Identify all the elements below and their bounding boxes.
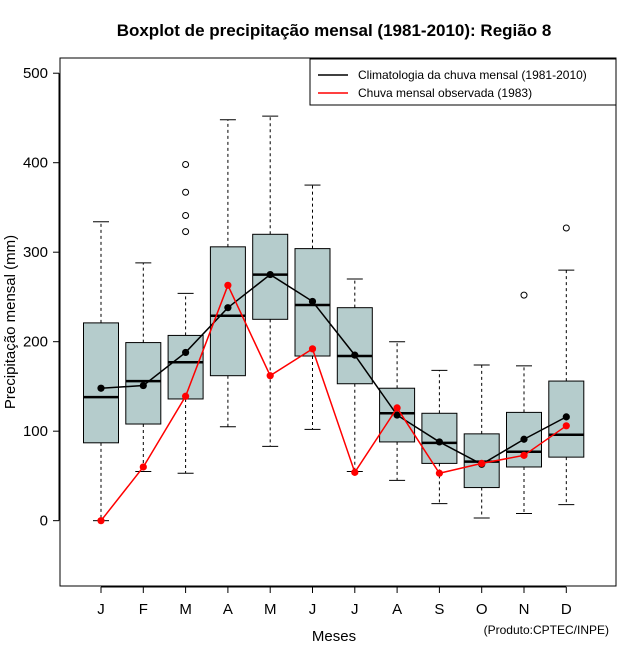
series-point: [182, 392, 190, 400]
x-tick-label: M: [264, 601, 277, 618]
box-5: [252, 115, 289, 447]
series-line: [100, 273, 567, 466]
series-point: [478, 459, 486, 467]
legend-label-observed: Chuva mensal observada (1983): [358, 86, 532, 100]
y-tick-label: 100: [23, 423, 48, 440]
series-line: [100, 283, 567, 522]
series-point: [97, 384, 105, 392]
x-tick-label: N: [519, 601, 530, 618]
outlier-point: [182, 212, 190, 220]
series-point: [308, 345, 317, 353]
boxes-layer: [83, 115, 585, 522]
box-10: [463, 364, 500, 519]
series-point: [393, 404, 401, 412]
y-tick-label: 300: [23, 244, 48, 261]
x-tick-label: S: [434, 601, 444, 618]
series-point: [393, 411, 401, 419]
y-axis-label: Precipitação mensal (mm): [2, 235, 19, 409]
x-tick-label: F: [139, 601, 148, 618]
outlier-point: [562, 224, 570, 232]
series-point: [139, 381, 147, 390]
box-iqr: [167, 334, 204, 400]
outlier-point: [182, 160, 190, 168]
series-point: [562, 422, 570, 430]
box-6: [294, 184, 331, 430]
series-point: [351, 351, 359, 359]
series-point: [97, 517, 105, 525]
series-point: [308, 297, 317, 306]
series-point: [520, 451, 528, 459]
source-annotation: (Produto:CPTEC/INPE): [484, 623, 609, 637]
y-tick-label: 200: [23, 334, 48, 351]
x-tick-label: A: [223, 601, 233, 618]
x-axis-label: Meses: [312, 628, 356, 645]
outlier-point: [520, 291, 528, 299]
series-point: [266, 270, 274, 279]
box-7: [336, 278, 373, 472]
series-point: [435, 438, 443, 446]
box-12: [548, 224, 585, 506]
series-point: [351, 468, 359, 476]
series-point: [562, 413, 570, 421]
x-tick-label: J: [97, 601, 105, 618]
series-point: [224, 304, 232, 312]
series-point: [182, 348, 190, 357]
series-point: [224, 281, 232, 289]
x-tick-label: J: [309, 601, 317, 618]
x-tick-label: J: [351, 601, 359, 618]
box-1: [83, 221, 119, 522]
x-tick-label: A: [392, 601, 402, 618]
plot-area: [59, 57, 617, 587]
outlier-point: [182, 228, 190, 236]
x-tick-label: O: [476, 601, 488, 618]
y-tick-label: 500: [23, 65, 48, 82]
box-2: [125, 262, 162, 472]
legend: Climatologia da chuva mensal (1981-2010)…: [309, 58, 617, 106]
series-observed: [97, 281, 570, 525]
series-point: [435, 469, 443, 477]
outlier-point: [182, 188, 190, 196]
series-climatology: [97, 270, 570, 468]
series-point: [266, 372, 274, 380]
box-9: [421, 369, 458, 505]
axes-layer: 0 100 200 300 400 500 J F M A M J J A S O N D: [23, 65, 572, 618]
box-3: [167, 160, 204, 474]
x-tick-label: M: [179, 601, 192, 618]
x-tick-label: D: [561, 601, 572, 618]
box-4: [209, 119, 246, 428]
series-layer: [97, 270, 570, 525]
box-11: [506, 291, 542, 515]
y-tick-label: 0: [40, 513, 48, 530]
series-point: [139, 463, 147, 471]
box-iqr: [83, 322, 119, 444]
legend-box: [309, 58, 617, 106]
y-tick-label: 400: [23, 155, 48, 172]
chart-title: Boxplot de precipitação mensal (1981-201…: [117, 21, 552, 40]
legend-label-climatology: Climatologia da chuva mensal (1981-2010): [358, 68, 587, 82]
series-point: [520, 435, 528, 443]
